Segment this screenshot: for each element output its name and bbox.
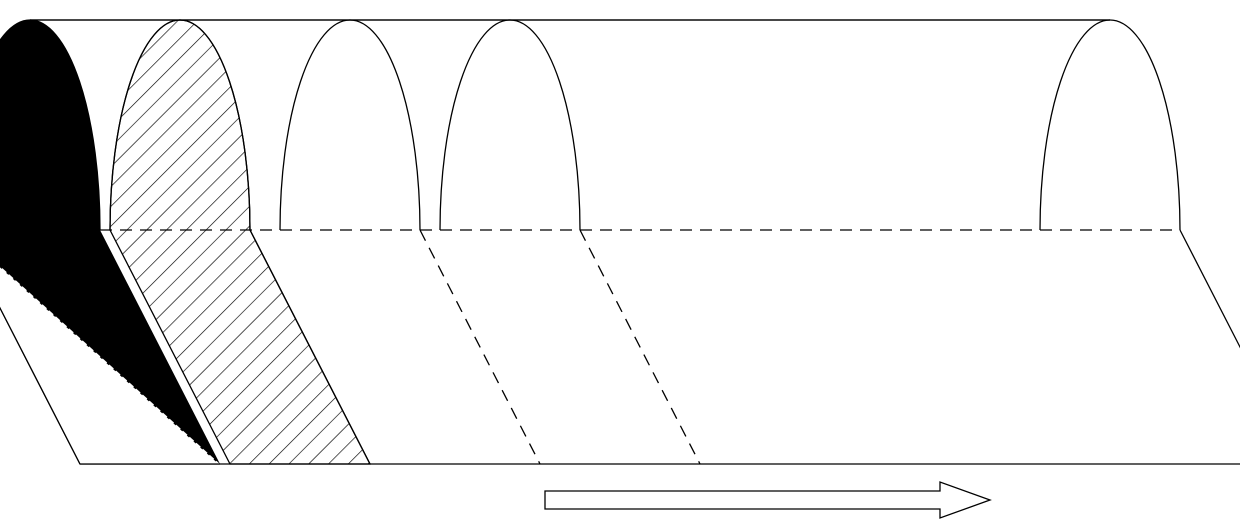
section-3-slant: [420, 230, 540, 464]
direction-arrow: [545, 482, 990, 518]
section-5-front-arch: [1040, 20, 1180, 230]
section-5-front-slant: [1180, 230, 1240, 464]
section-4-slant: [580, 230, 700, 464]
section-4-arch: [440, 20, 580, 230]
tunnel-diagram: [0, 0, 1240, 531]
section-3-arch: [280, 20, 420, 230]
